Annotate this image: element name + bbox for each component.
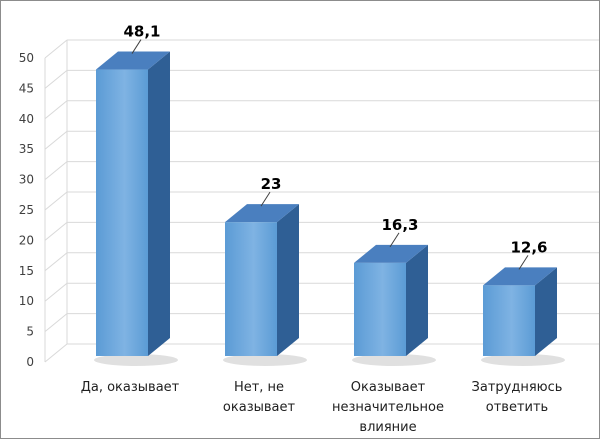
bar-front bbox=[225, 222, 277, 356]
bar bbox=[94, 51, 178, 366]
bar-side bbox=[148, 51, 170, 356]
bar-side bbox=[406, 244, 428, 356]
gridline-wall bbox=[44, 100, 68, 120]
x-tick-label: Затрудняюсь ответить bbox=[472, 380, 563, 415]
gridline-wall bbox=[44, 161, 68, 180]
gridline-wall bbox=[44, 343, 68, 363]
x-tick-label-line: оказывает bbox=[223, 400, 296, 415]
gridline-wall bbox=[44, 282, 68, 302]
x-tick-label: Оказывает незначительное влияние bbox=[332, 380, 444, 435]
label-leader bbox=[131, 39, 142, 54]
data-labels: 48,1 23 16,3 12,6 bbox=[123, 23, 548, 270]
data-label: 16,3 bbox=[381, 216, 418, 234]
gridline-wall bbox=[44, 130, 68, 150]
label-leader bbox=[389, 232, 400, 248]
x-tick-label-line: Да, оказывает bbox=[81, 380, 180, 395]
x-tick-label-line: влияние bbox=[359, 420, 416, 435]
x-tick-label-line: ответить bbox=[486, 400, 548, 415]
bar bbox=[481, 267, 565, 366]
y-tick-label: 20 bbox=[19, 233, 34, 247]
bars bbox=[94, 51, 565, 366]
label-leader bbox=[518, 255, 529, 270]
y-tick-label: 0 bbox=[26, 355, 34, 369]
x-tick-label-line: Нет, не bbox=[234, 380, 284, 395]
bar-top bbox=[225, 204, 299, 223]
x-tick-label: Нет, не оказывает bbox=[223, 380, 296, 415]
data-label: 12,6 bbox=[510, 238, 547, 256]
bar-shadow bbox=[481, 354, 565, 366]
data-label: 23 bbox=[261, 175, 282, 193]
bar bbox=[352, 244, 436, 366]
gridline-wall bbox=[44, 313, 68, 332]
y-tick-label: 10 bbox=[19, 294, 34, 308]
gridline-wall bbox=[44, 70, 68, 89]
bar-side bbox=[277, 204, 299, 356]
gridline-wall bbox=[44, 39, 68, 59]
label-leader bbox=[260, 191, 271, 207]
y-tick-label: 5 bbox=[26, 325, 34, 339]
y-tick-label: 25 bbox=[19, 203, 34, 217]
x-axis: Да, оказывает Нет, не оказывает Оказывает не… bbox=[81, 380, 563, 435]
bar-shadow bbox=[352, 354, 436, 366]
bar-top bbox=[483, 267, 557, 286]
x-tick-label: Да, оказывает bbox=[81, 380, 180, 395]
y-tick-label: 40 bbox=[19, 112, 34, 126]
x-tick-label-line: незначительное bbox=[332, 400, 444, 415]
y-tick-label: 15 bbox=[19, 264, 34, 278]
bar-side bbox=[535, 267, 557, 356]
bar-front bbox=[483, 285, 535, 356]
gridline-wall bbox=[44, 191, 68, 211]
bar bbox=[223, 204, 307, 366]
y-tick-label: 45 bbox=[19, 81, 34, 95]
bar-shadow bbox=[223, 354, 307, 366]
gridline-wall bbox=[44, 252, 68, 272]
gridline-wall bbox=[44, 222, 68, 241]
data-label: 48,1 bbox=[123, 23, 160, 41]
bar-top bbox=[354, 244, 428, 263]
bar-shadow bbox=[94, 354, 178, 366]
bar-front bbox=[354, 262, 406, 356]
x-tick-label-line: Оказывает bbox=[351, 380, 426, 395]
y-tick-label: 35 bbox=[19, 142, 34, 156]
bar-front bbox=[96, 69, 148, 356]
bar-top bbox=[96, 51, 170, 70]
y-tick-label: 50 bbox=[19, 51, 34, 65]
x-tick-label-line: Затрудняюсь bbox=[472, 380, 563, 395]
y-tick-label: 30 bbox=[19, 173, 34, 187]
y-axis: 0 5 10 15 20 25 30 35 40 45 50 bbox=[19, 51, 34, 369]
